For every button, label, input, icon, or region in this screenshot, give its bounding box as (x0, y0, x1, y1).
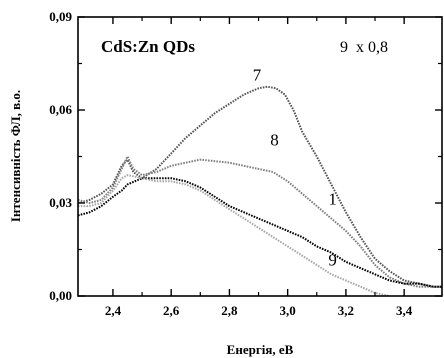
x-tick-label: 3,2 (338, 303, 354, 318)
x-tick-label: 2,4 (105, 303, 122, 318)
curve-label-8: 8 (270, 131, 279, 150)
curve-label-7: 7 (253, 66, 262, 85)
scale-annotation: 9 x 0,8 (340, 39, 388, 56)
series-line-8 (77, 155, 442, 288)
axis-tick-labels: 2,4 2,6 2,8 3,0 3,2 3,4 0,00 0,03 0,06 0,09 (49, 9, 413, 318)
x-tick-label: 3,4 (396, 303, 413, 318)
curve-labels: 7 8 1 9 (253, 66, 337, 270)
y-tick-label: 0,09 (49, 9, 72, 24)
y-axis-title: Інтенсивність ФЛ, в.о. (8, 90, 23, 222)
curve-label-1: 1 (328, 190, 337, 209)
x-tick-label: 2,8 (221, 303, 238, 318)
x-tick-label: 3,0 (280, 303, 296, 318)
curve-label-9: 9 (328, 251, 337, 270)
x-axis-title: Енергія, еВ (227, 342, 294, 357)
y-tick-label: 0,00 (49, 288, 72, 303)
y-tick-label: 0,06 (49, 102, 72, 117)
chart-title: CdS:Zn QDs (101, 37, 195, 56)
x-tick-label: 2,6 (163, 303, 180, 318)
y-tick-label: 0,03 (49, 195, 72, 210)
series-group (77, 85, 442, 297)
series-line-9 (78, 174, 390, 297)
series-line-7 (77, 85, 442, 288)
series-line-1 (77, 177, 442, 288)
axis-ticks (78, 16, 442, 297)
plot-frame (77, 16, 443, 297)
